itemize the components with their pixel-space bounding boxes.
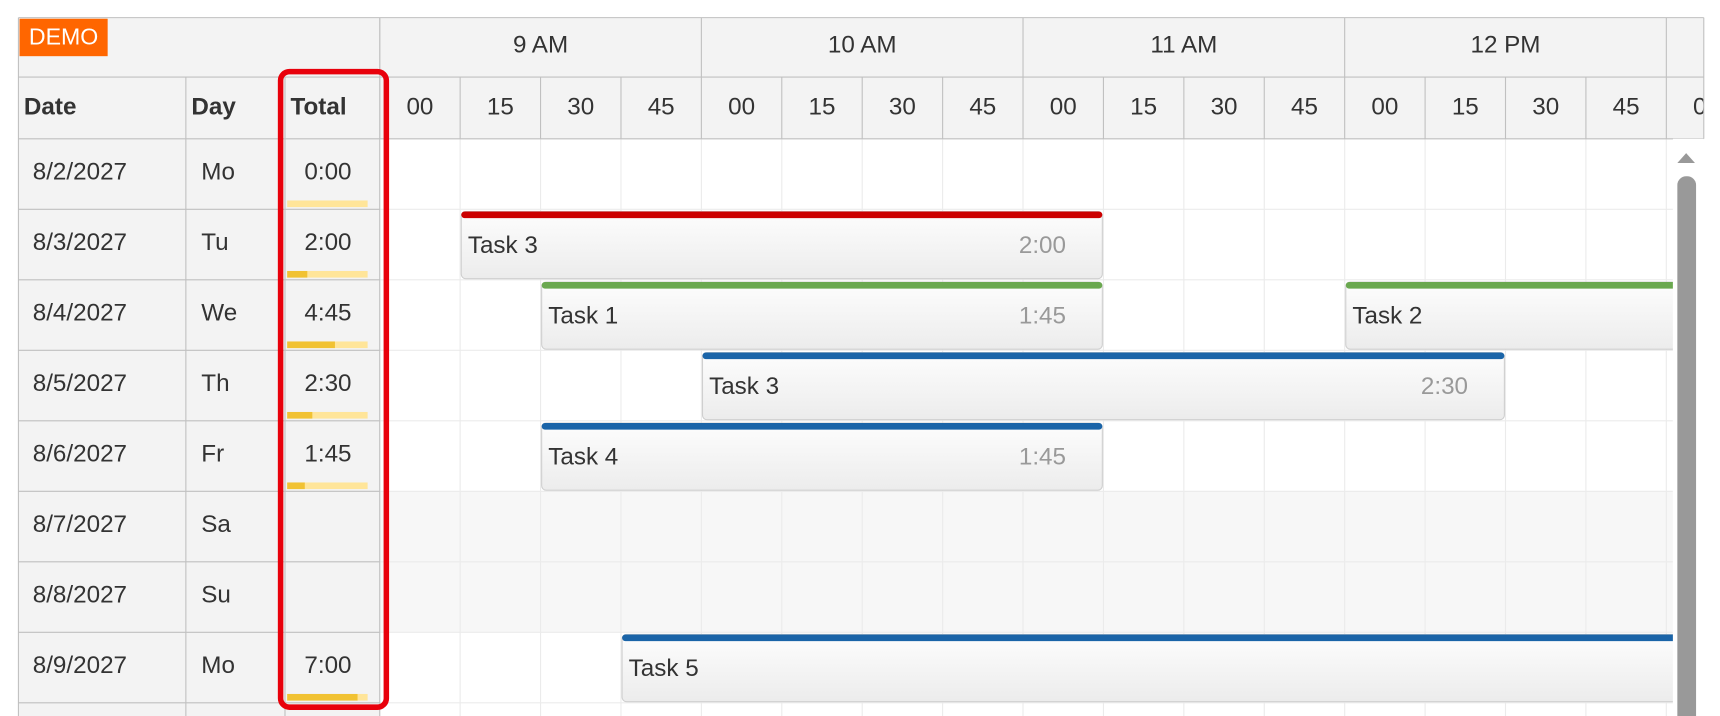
date: 8/5/2027 xyxy=(33,370,127,397)
minute-label: 45 xyxy=(969,93,996,120)
header-bg xyxy=(18,17,1704,139)
event-name: Task 4 xyxy=(548,444,618,471)
event-box xyxy=(541,281,1103,350)
total-bar-bg xyxy=(287,411,368,419)
total: 0:00 xyxy=(304,158,351,185)
hour-label: 10 AM xyxy=(828,32,897,59)
date: 8/9/2027 xyxy=(33,652,127,679)
hour-label: 12 PM xyxy=(1471,32,1541,59)
total-bar-bg xyxy=(287,270,368,278)
event-name: Task 3 xyxy=(709,373,779,400)
event[interactable]: Task 3 2:30 xyxy=(701,351,1505,421)
total: 7:00 xyxy=(304,652,351,679)
column-header: Total xyxy=(291,93,347,120)
day: Fr xyxy=(201,440,224,467)
minute-label: 00 xyxy=(728,93,755,120)
date: 8/8/2027 xyxy=(33,581,127,608)
minute-label: 15 xyxy=(809,93,836,120)
total: 4:45 xyxy=(304,299,351,326)
total-bar xyxy=(287,693,358,701)
day: Mo xyxy=(201,158,235,185)
badge: DEMO xyxy=(29,24,98,50)
event-name: Task 5 xyxy=(629,655,699,682)
row-header-bg xyxy=(18,138,380,716)
row-bg xyxy=(379,491,1673,562)
event-duration: 2:00 xyxy=(1019,232,1066,259)
date: 8/4/2027 xyxy=(33,299,127,326)
minute-label: 00 xyxy=(1050,93,1077,120)
minute-label: 15 xyxy=(487,93,514,120)
date: 8/6/2027 xyxy=(33,440,127,467)
event-name: Task 2 xyxy=(1352,303,1422,330)
minute-label: 00 xyxy=(406,93,433,120)
total-bar-bg xyxy=(287,200,368,208)
event[interactable]: Task 3 2:00 xyxy=(460,210,1103,280)
scroll-up xyxy=(1677,153,1695,164)
minute-label: 00 xyxy=(1693,93,1720,120)
minute-label: 30 xyxy=(889,93,916,120)
day: We xyxy=(201,299,237,326)
hour-label: 9 AM xyxy=(513,32,568,59)
event-box xyxy=(701,351,1505,421)
scrollbar-thumb xyxy=(1677,176,1697,716)
date: 8/2/2027 xyxy=(33,158,127,185)
minute-label: 45 xyxy=(1291,93,1318,120)
event-bar xyxy=(541,281,1103,289)
total-bar xyxy=(287,411,313,419)
minute-label: 30 xyxy=(1532,93,1559,120)
badge-bg xyxy=(19,18,108,57)
day: Th xyxy=(201,370,229,397)
event-bar xyxy=(541,422,1103,430)
hour-label: 11 AM xyxy=(1150,32,1217,59)
event[interactable]: Task 5 xyxy=(621,633,1720,703)
minute-label: 15 xyxy=(1452,93,1479,120)
total-bar xyxy=(287,341,335,349)
event-box xyxy=(1345,281,1673,350)
minute-label: 45 xyxy=(1613,93,1640,120)
total-bar xyxy=(287,270,308,278)
event-bar xyxy=(1345,281,1673,289)
event-duration: 1:45 xyxy=(1019,303,1066,330)
event[interactable]: Task 4 1:45 xyxy=(541,422,1103,491)
total-bar xyxy=(287,482,305,490)
total: 1:45 xyxy=(304,440,351,467)
row-bg xyxy=(379,138,1673,210)
time-header: 9 AM 00 15 30 45 10 AM 00 15 30 45 11 AM 00 15 30 45 12… xyxy=(379,17,1720,139)
minute-label: 30 xyxy=(1211,93,1238,120)
event-duration: 1:45 xyxy=(1019,444,1066,471)
date: 8/7/2027 xyxy=(33,511,127,538)
day: Su xyxy=(201,581,231,608)
event-bar xyxy=(702,352,1505,360)
event[interactable]: Task 2 xyxy=(1345,281,1720,350)
column-header: Day xyxy=(191,93,236,120)
total-bar-bg xyxy=(287,482,368,490)
event[interactable]: Task 1 1:45 xyxy=(541,281,1103,350)
highlight xyxy=(277,68,390,710)
row-bg xyxy=(379,561,1673,633)
date: 8/3/2027 xyxy=(33,229,127,256)
minute-label: 15 xyxy=(1130,93,1157,120)
total: 2:00 xyxy=(304,229,351,256)
event-name: Task 1 xyxy=(548,303,618,330)
event-name: Task 3 xyxy=(468,232,538,259)
day: Tu xyxy=(201,229,228,256)
event-box xyxy=(621,633,1673,703)
total: 2:30 xyxy=(304,370,351,397)
event-box xyxy=(460,210,1103,280)
event-duration: 2:30 xyxy=(1421,373,1468,400)
event-bar xyxy=(622,634,1673,642)
column-header: Date xyxy=(24,93,76,120)
minute-label: 30 xyxy=(567,93,594,120)
day: Sa xyxy=(201,511,231,538)
day: Mo xyxy=(201,652,235,679)
minute-label: 00 xyxy=(1371,93,1398,120)
event-bar xyxy=(461,211,1103,219)
minute-label: 45 xyxy=(648,93,675,120)
